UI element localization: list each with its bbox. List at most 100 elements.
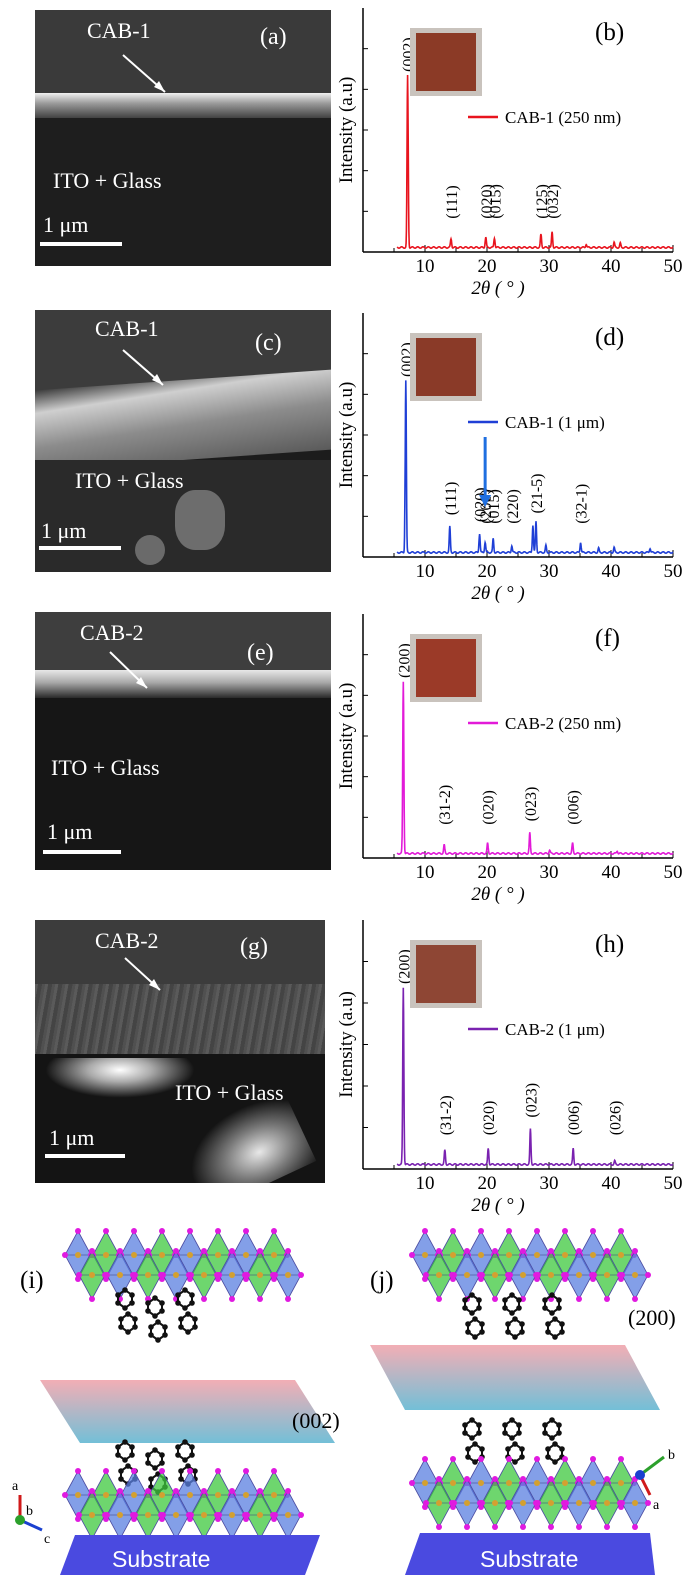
metal-atom — [492, 1272, 498, 1278]
peak-label: (006) — [566, 790, 583, 825]
metal-atom — [548, 1272, 554, 1278]
carbon-atom — [122, 1305, 128, 1311]
metal-atom — [632, 1272, 638, 1278]
y-axis-label: Intensity (a.u) — [336, 991, 357, 1098]
carbon-atom — [519, 1329, 525, 1335]
halide-atom — [215, 1468, 221, 1474]
x-tick-label: 30 — [540, 1173, 559, 1194]
arrow-icon — [109, 651, 148, 689]
carbon-atom — [178, 1324, 184, 1330]
halide-atom — [576, 1296, 582, 1302]
y-axis-label: Intensity (a.u) — [336, 382, 357, 489]
metal-atom — [187, 1492, 193, 1498]
xrd-plot-b: 10 20 30 40 50 2θ ( ° ) Intensity (a.u) (002) (1… — [330, 0, 700, 300]
structure-panel-j: b a (j) (200) Substrate — [350, 1225, 700, 1579]
carbon-atom — [189, 1300, 195, 1306]
carbon-atom — [549, 1417, 555, 1423]
carbon-atom — [469, 1417, 475, 1423]
peak-label: (32-1) — [574, 484, 591, 524]
scale-bar — [43, 850, 121, 854]
halide-atom — [89, 1488, 95, 1494]
x-tick-label: 20 — [478, 256, 497, 277]
metal-atom — [229, 1512, 235, 1518]
peak-label: (220) — [505, 489, 522, 524]
panel-letter: (a) — [260, 24, 287, 50]
halide-atom — [173, 1488, 179, 1494]
carbon-atom — [118, 1476, 124, 1482]
halide-atom — [132, 1512, 138, 1518]
halide-atom — [576, 1248, 582, 1254]
carbon-atom — [185, 1329, 191, 1335]
metal-atom — [492, 1500, 498, 1506]
carbon-atom — [178, 1476, 184, 1482]
axis-label-b: b — [668, 1448, 675, 1463]
sample-film — [416, 338, 476, 396]
halide-atom — [562, 1228, 568, 1234]
carbon-atom — [175, 1452, 181, 1458]
halide-atom — [492, 1248, 498, 1254]
substrate-label: ITO + Glass — [51, 755, 160, 780]
halide-atom — [244, 1512, 250, 1518]
carbon-atom — [125, 1463, 131, 1469]
halide-atom — [451, 1500, 457, 1506]
halide-atom — [131, 1228, 137, 1234]
halide-atom — [216, 1272, 222, 1278]
halide-atom — [632, 1524, 638, 1530]
carbon-atom — [469, 1435, 475, 1441]
x-tick-label: 40 — [602, 1173, 621, 1194]
carbon-atom — [462, 1305, 468, 1311]
panel-letter: (b) — [595, 19, 624, 46]
metal-atom — [89, 1512, 95, 1518]
metal-atom — [422, 1480, 428, 1486]
x-tick-label: 50 — [664, 256, 683, 277]
halide-atom — [506, 1456, 512, 1462]
panel-letter: (h) — [595, 931, 624, 958]
carbon-atom — [185, 1463, 191, 1469]
metal-atom — [285, 1272, 291, 1278]
halide-atom — [507, 1272, 513, 1278]
carbon-atom — [552, 1459, 558, 1465]
carbon-atom — [465, 1454, 471, 1460]
halide-atom — [632, 1248, 638, 1254]
halide-atom — [409, 1480, 415, 1486]
x-tick-label: 10 — [416, 862, 435, 883]
xrd-plot-f: 10 20 30 40 50 2θ ( ° ) Intensity (a.u) (200) (3… — [330, 606, 700, 906]
sem-image-c: CAB-1 (c) ITO + Glass 1 μm — [35, 310, 331, 572]
halide-atom — [75, 1228, 81, 1234]
metal-atom — [590, 1480, 596, 1486]
carbon-atom — [469, 1292, 475, 1298]
halide-atom — [534, 1228, 540, 1234]
halide-atom — [62, 1252, 68, 1258]
peak-label: (020) — [479, 184, 496, 219]
carbon-atom — [556, 1305, 562, 1311]
halide-atom — [436, 1296, 442, 1302]
carbon-atom — [192, 1468, 198, 1474]
carbon-atom — [512, 1441, 518, 1447]
halide-atom — [285, 1248, 291, 1254]
halide-atom — [409, 1252, 415, 1258]
substrate-label: Substrate — [112, 1546, 211, 1572]
halide-atom — [478, 1456, 484, 1462]
carbon-atom — [559, 1329, 565, 1335]
carbon-atom — [152, 1465, 158, 1471]
carbon-atom — [125, 1329, 131, 1335]
carbon-atom — [118, 1324, 124, 1330]
halide-atom — [271, 1468, 277, 1474]
carbon-atom — [502, 1297, 508, 1303]
halide-atom — [117, 1248, 123, 1254]
halide-atom — [422, 1228, 428, 1234]
halide-atom — [188, 1512, 194, 1518]
peak-label: (21-5) — [529, 473, 546, 513]
x-axis-label: 2θ ( ° ) — [471, 884, 524, 905]
halide-atom — [492, 1524, 498, 1530]
halide-atom — [604, 1248, 610, 1254]
metal-atom — [534, 1252, 540, 1258]
halide-atom — [160, 1512, 166, 1518]
halide-atom — [216, 1512, 222, 1518]
halide-atom — [243, 1468, 249, 1474]
halide-atom — [131, 1468, 137, 1474]
x-tick-label: 20 — [478, 561, 497, 582]
carbon-atom — [148, 1476, 154, 1482]
halide-atom — [632, 1296, 638, 1302]
